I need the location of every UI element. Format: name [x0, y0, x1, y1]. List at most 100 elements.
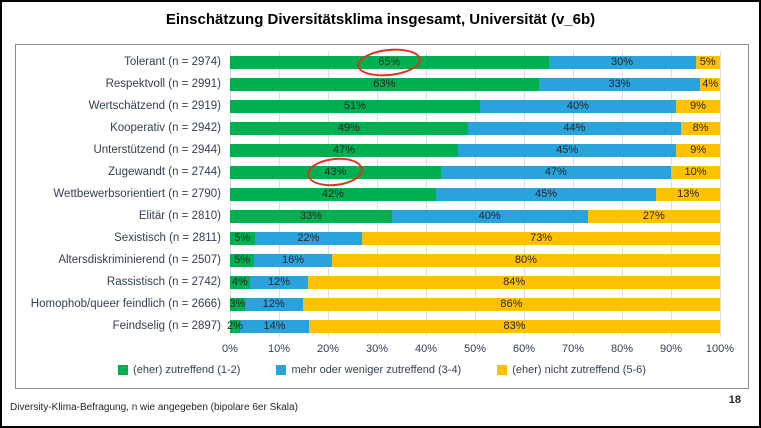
stacked-bar: 33% 40% 27%	[230, 209, 720, 223]
bar-segment: 10%	[670, 165, 720, 179]
segment-value-label: 33%	[608, 77, 631, 90]
chart-row: Kooperativ (n = 2942) 49% 44% 8%	[24, 117, 740, 139]
segment-value-label: 30%	[610, 55, 634, 68]
legend-swatch-icon	[497, 365, 508, 375]
stacked-bar: 42% 45% 13%	[230, 187, 720, 201]
chart-row: Rassistisch (n = 2742) 4% 12% 84%	[24, 271, 740, 293]
segment-value-label: 83%	[503, 319, 526, 332]
bar-segment: 33%	[538, 77, 701, 91]
bar-segment: 47%	[440, 165, 671, 179]
chart-row: Wettbewerbsorientiert (n = 2790) 42% 45% 13…	[24, 183, 740, 205]
legend-item: (eher) zutreffend (1-2)	[118, 364, 240, 376]
segment-value-label: 49%	[337, 121, 360, 134]
category-label: Unterstützend (n = 2944)	[93, 144, 221, 156]
bar-area: 49% 44% 8%	[230, 121, 720, 135]
stacked-bar: 3% 12% 86%	[229, 297, 720, 311]
legend-swatch-icon	[118, 365, 129, 375]
segment-value-label: 86%	[500, 297, 523, 310]
bar-area: 2% 14% 83%	[227, 319, 720, 333]
bar-area: 43% 47% 10%	[230, 155, 720, 189]
bar-area: 33% 40% 27%	[230, 209, 720, 223]
bar-segment: 86%	[302, 297, 720, 311]
chart-row: Unterstützend (n = 2944) 47% 45% 9%	[24, 139, 740, 161]
stacked-bar: 47% 45% 9%	[230, 143, 720, 157]
bar-segment: 49%	[230, 121, 468, 135]
chart-row: Wertschätzend (n = 2919) 51% 40% 9%	[24, 95, 740, 117]
segment-value-label: 27%	[642, 209, 665, 222]
chart-row: Altersdiskriminierend (n = 2507) 5% 16% 80%	[24, 249, 740, 271]
bar-segment: 47%	[230, 143, 459, 157]
chart-title: Einschätzung Diversitätsklima insgesamt,…	[165, 11, 596, 28]
bar-segment: 9%	[676, 143, 720, 157]
segment-value-label: 9%	[690, 143, 707, 156]
bar-area: 5% 22% 73%	[230, 231, 720, 245]
bar-segment: 33%	[230, 209, 392, 223]
x-axis-tick-label: 80%	[610, 343, 634, 355]
legend-label: (eher) nicht zutreffend (5-6)	[512, 364, 646, 376]
bar-segment: 2%	[227, 319, 243, 333]
bar-area: 4% 12% 84%	[230, 275, 720, 289]
legend-label: (eher) zutreffend (1-2)	[133, 364, 241, 376]
segment-value-label: 4%	[231, 275, 248, 288]
segment-value-label: 10%	[684, 165, 707, 178]
stacked-bar: 4% 12% 84%	[230, 275, 720, 289]
stacked-bar: 43% 47% 10%	[230, 165, 720, 179]
segment-value-label: 5%	[234, 253, 251, 266]
segment-value-label: 13%	[677, 187, 700, 200]
segment-value-label: 5%	[699, 55, 716, 68]
segment-value-label: 14%	[263, 319, 286, 332]
bar-segment: 30%	[548, 55, 696, 69]
bar-segment: 4%	[700, 77, 720, 91]
bar-area: 42% 45% 13%	[230, 187, 720, 201]
bar-segment: 4%	[230, 275, 250, 289]
bar-segment: 12%	[249, 275, 309, 289]
bar-segment: 13%	[656, 187, 720, 201]
bar-segment: 8%	[681, 121, 720, 135]
segment-value-label: 44%	[563, 121, 586, 134]
bar-segment: 80%	[331, 253, 720, 267]
bar-segment: 40%	[391, 209, 588, 223]
bar-segment: 45%	[458, 143, 677, 157]
x-axis-tick-label: 10%	[267, 343, 291, 355]
bar-segment: 5%	[230, 231, 255, 245]
stacked-bar: 63% 33% 4%	[230, 77, 720, 91]
bar-segment: 63%	[230, 77, 539, 91]
segment-value-label: 45%	[556, 143, 579, 156]
segment-value-label: 5%	[234, 231, 251, 244]
category-label: Homophob/queer feindlich (n = 2666)	[30, 298, 221, 310]
category-label: Rassistisch (n = 2742)	[106, 276, 221, 288]
segment-value-label: 80%	[514, 253, 537, 266]
segment-value-label: 63%	[373, 77, 396, 90]
segment-value-label: 12%	[267, 275, 290, 288]
category-label: Feindselig (n = 2897)	[112, 320, 221, 332]
x-axis-tick-label: 30%	[365, 343, 389, 355]
x-axis-tick-label: 20%	[316, 343, 340, 355]
chart-row: Respektvoll (n = 2991) 63% 33% 4%	[24, 73, 740, 95]
x-axis-tick-label: 0%	[222, 343, 238, 355]
category-label: Zugewandt (n = 2744)	[108, 166, 221, 178]
chart-row: Homophob/queer feindlich (n = 2666) 3% 12%…	[24, 293, 740, 315]
x-axis: 0% 10% 20% 30% 40% 50% 60% 70% 80% 90% 100%	[222, 343, 734, 357]
x-axis-tick-label: 60%	[512, 343, 536, 355]
segment-value-label: 43%	[324, 165, 347, 178]
stacked-bar: 65% 30% 5%	[230, 55, 720, 69]
legend-item: (eher) nicht zutreffend (5-6)	[497, 364, 646, 376]
legend: (eher) zutreffend (1-2) mehr oder weniger…	[24, 364, 740, 376]
stacked-bar: 5% 16% 80%	[230, 253, 720, 267]
bar-segment: 40%	[479, 99, 676, 113]
bar-segment: 27%	[587, 209, 720, 223]
segment-value-label: 40%	[566, 99, 589, 112]
bar-segment: 3%	[229, 297, 245, 311]
stacked-bar: 49% 44% 8%	[230, 121, 720, 135]
category-label: Altersdiskriminierend (n = 2507)	[58, 254, 221, 266]
x-axis-tick-label: 90%	[659, 343, 683, 355]
bar-segment: 65%	[230, 55, 549, 69]
segment-value-label: 2%	[227, 319, 243, 332]
chart-box: Tolerant (n = 2974) 65% 30% 5% Respektvoll (…	[15, 44, 749, 389]
legend-item: mehr oder weniger zutreffend (3-4)	[276, 364, 461, 376]
x-axis-tick-label: 100%	[705, 343, 735, 355]
segment-value-label: 42%	[321, 187, 344, 200]
bar-segment: 12%	[244, 297, 303, 311]
category-label: Wettbewerbsorientiert (n = 2790)	[53, 188, 221, 200]
